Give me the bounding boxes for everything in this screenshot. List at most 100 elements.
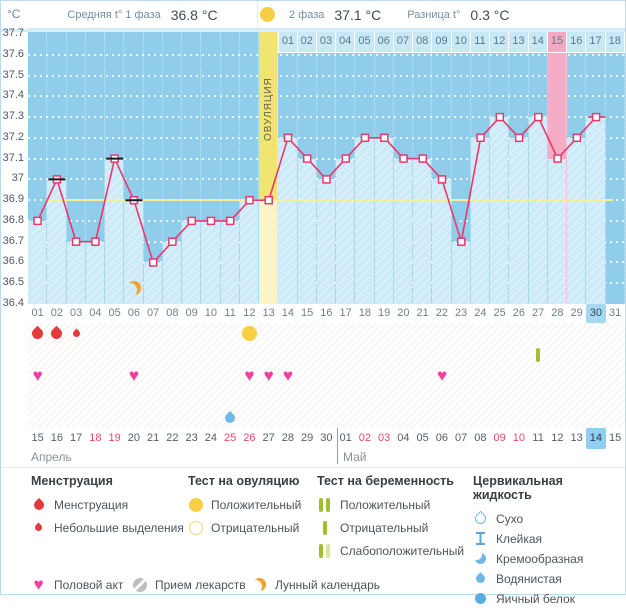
phase2-day-cell[interactable]: 02 bbox=[297, 32, 317, 53]
cycle-day-number[interactable]: 16 bbox=[320, 307, 333, 319]
menstruation-icon[interactable] bbox=[49, 325, 65, 342]
date-cell-apr-26[interactable]: 26 bbox=[243, 432, 256, 444]
cycle-day-number[interactable]: 05 bbox=[108, 307, 121, 319]
date-cell-may-02[interactable]: 02 bbox=[358, 432, 371, 444]
cycle-day-number[interactable]: 01 bbox=[31, 307, 44, 319]
phase2-day-cell[interactable]: 14 bbox=[528, 32, 548, 53]
phase2-day-cell[interactable]: 13 bbox=[509, 32, 529, 53]
phase2-day-cell[interactable]: 05 bbox=[355, 32, 375, 53]
intercourse-icon[interactable]: ♥ bbox=[263, 366, 274, 385]
phase2-day-cell[interactable]: 04 bbox=[336, 32, 356, 53]
date-cell-apr-16[interactable]: 16 bbox=[50, 432, 63, 444]
cycle-day-number[interactable]: 03 bbox=[70, 307, 83, 319]
day-column bbox=[355, 32, 375, 304]
cycle-day-number[interactable]: 25 bbox=[493, 307, 506, 319]
menstruation-icon[interactable] bbox=[71, 328, 82, 339]
cycle-day-number[interactable]: 20 bbox=[397, 307, 410, 319]
date-cell-apr-30[interactable]: 30 bbox=[320, 432, 333, 444]
pregnancy-test-negative-icon[interactable] bbox=[536, 347, 541, 362]
intercourse-icon[interactable]: ♥ bbox=[128, 366, 139, 385]
cycle-day-number[interactable]: 15 bbox=[301, 307, 314, 319]
cycle-day-number[interactable]: 18 bbox=[358, 307, 371, 319]
date-cell-may-04[interactable]: 04 bbox=[397, 432, 410, 444]
day-column bbox=[432, 32, 452, 304]
intercourse-icon[interactable]: ♥ bbox=[282, 366, 294, 385]
cycle-day-number[interactable]: 31 bbox=[609, 307, 622, 319]
phase2-day-cell[interactable]: 15 bbox=[547, 32, 568, 53]
intercourse-icon[interactable]: ♥ bbox=[32, 366, 43, 385]
date-cell-apr-21[interactable]: 21 bbox=[147, 432, 160, 444]
temperature-bar bbox=[85, 241, 105, 304]
cycle-day-number[interactable]: 30 bbox=[586, 304, 606, 323]
date-cell-apr-15[interactable]: 15 bbox=[31, 432, 44, 444]
phase2-day-cell[interactable]: 03 bbox=[316, 32, 337, 53]
date-cell-may-08[interactable]: 08 bbox=[474, 432, 487, 444]
cycle-day-number[interactable]: 26 bbox=[512, 307, 525, 319]
watery-fluid-icon[interactable] bbox=[223, 410, 238, 425]
cycle-day-number[interactable]: 06 bbox=[127, 307, 140, 319]
date-cell-may-15[interactable]: 15 bbox=[609, 432, 622, 444]
phase2-day-cell[interactable]: 10 bbox=[451, 32, 471, 53]
phase2-day-cell[interactable]: 09 bbox=[432, 32, 452, 53]
date-cell-apr-20[interactable]: 20 bbox=[127, 432, 140, 444]
cycle-day-number[interactable]: 14 bbox=[281, 307, 294, 319]
date-cell-apr-17[interactable]: 17 bbox=[70, 432, 83, 444]
phase2-day-cell[interactable]: 11 bbox=[470, 32, 491, 53]
cycle-day-number[interactable]: 09 bbox=[185, 307, 198, 319]
cycle-day-number[interactable]: 29 bbox=[570, 307, 583, 319]
y-axis-label: 36.6 bbox=[2, 255, 24, 268]
date-cell-may-13[interactable]: 13 bbox=[570, 432, 583, 444]
cycle-day-number[interactable]: 11 bbox=[224, 307, 236, 319]
date-cell-apr-22[interactable]: 22 bbox=[166, 432, 179, 444]
phase2-day-cell[interactable]: 06 bbox=[374, 32, 394, 53]
date-cell-apr-28[interactable]: 28 bbox=[281, 432, 294, 444]
cycle-day-number[interactable]: 10 bbox=[204, 307, 217, 319]
cycle-day-number[interactable]: 12 bbox=[243, 307, 256, 319]
date-cell-may-10[interactable]: 10 bbox=[512, 432, 525, 444]
date-cell-may-14[interactable]: 14 bbox=[586, 428, 606, 449]
date-cell-apr-29[interactable]: 29 bbox=[301, 432, 314, 444]
cycle-day-number[interactable]: 27 bbox=[532, 307, 545, 319]
date-cell-apr-19[interactable]: 19 bbox=[108, 432, 121, 444]
cycle-day-number[interactable]: 19 bbox=[378, 307, 391, 319]
cycle-day-number[interactable]: 02 bbox=[50, 307, 63, 319]
temperature-bar bbox=[586, 117, 605, 304]
phase2-day-cell[interactable]: 01 bbox=[278, 32, 298, 53]
date-cell-may-09[interactable]: 09 bbox=[493, 432, 506, 444]
cycle-day-number[interactable]: 07 bbox=[147, 307, 160, 319]
menstruation-icon[interactable] bbox=[29, 325, 46, 342]
phase2-day-cell[interactable]: 16 bbox=[567, 32, 587, 53]
cycle-day-number[interactable]: 23 bbox=[455, 307, 468, 319]
date-cell-apr-18[interactable]: 18 bbox=[89, 432, 102, 444]
legend-group: Тест на беременность Положительный Отрицат… bbox=[317, 474, 464, 566]
phase2-day-cell[interactable]: 07 bbox=[393, 32, 414, 53]
intercourse-icon[interactable]: ♥ bbox=[244, 366, 255, 385]
cycle-day-number[interactable]: 08 bbox=[166, 307, 179, 319]
date-cell-may-12[interactable]: 12 bbox=[551, 432, 564, 444]
phase2-day-cell[interactable]: 08 bbox=[413, 32, 433, 53]
date-cell-may-05[interactable]: 05 bbox=[416, 432, 429, 444]
date-cell-apr-25[interactable]: 25 bbox=[224, 432, 237, 444]
y-axis-label: 37.1 bbox=[2, 151, 24, 164]
intercourse-icon[interactable]: ♥ bbox=[437, 366, 448, 385]
date-cell-may-01[interactable]: 01 bbox=[339, 432, 352, 444]
date-cell-may-11[interactable]: 11 bbox=[532, 432, 544, 444]
cycle-day-number[interactable]: 04 bbox=[89, 307, 102, 319]
date-cell-apr-24[interactable]: 24 bbox=[204, 432, 217, 444]
ovulation-test-positive-icon[interactable] bbox=[241, 326, 257, 341]
cycle-day-number[interactable]: 24 bbox=[474, 307, 487, 319]
cycle-day-number[interactable]: 28 bbox=[551, 307, 564, 319]
date-cell-apr-27[interactable]: 27 bbox=[262, 432, 275, 444]
phase2-day-cell[interactable]: 12 bbox=[490, 32, 510, 53]
cycle-day-number[interactable]: 22 bbox=[435, 307, 448, 319]
date-cell-may-07[interactable]: 07 bbox=[455, 432, 468, 444]
temperature-marker bbox=[168, 237, 177, 246]
cycle-day-number[interactable]: 17 bbox=[339, 307, 352, 319]
date-cell-may-06[interactable]: 06 bbox=[435, 432, 448, 444]
phase2-day-cell[interactable]: 18 bbox=[605, 32, 625, 53]
date-cell-apr-23[interactable]: 23 bbox=[185, 432, 198, 444]
cycle-day-number[interactable]: 13 bbox=[262, 307, 275, 319]
phase2-day-cell[interactable]: 17 bbox=[586, 32, 606, 53]
date-cell-may-03[interactable]: 03 bbox=[378, 432, 391, 444]
cycle-day-number[interactable]: 21 bbox=[416, 307, 429, 319]
